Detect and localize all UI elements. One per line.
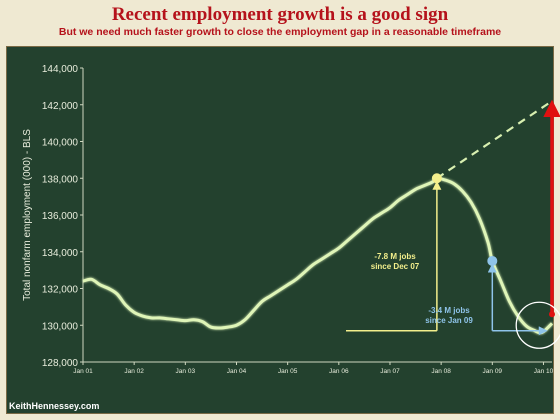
- annotation-peak-line1: -7.8 M jobs: [374, 252, 416, 261]
- annotation-jan09-line2: since Jan 09: [425, 316, 473, 325]
- site-watermark: KeithHennessey.com: [9, 401, 100, 411]
- y-tick-label: 142,000: [42, 101, 79, 112]
- annotation-peak-line2: since Dec 07: [371, 262, 420, 271]
- x-tick-label: Jan 06: [329, 368, 349, 375]
- y-axis-label: Total nonfarm employment (000) - BLS: [22, 129, 33, 301]
- y-tick-label: 144,000: [42, 64, 79, 75]
- employment-series-line: [82, 176, 554, 335]
- x-tick-label: Jan 01: [73, 368, 93, 375]
- y-tick-label: 128,000: [42, 358, 79, 369]
- chalkboard-background: [6, 46, 554, 414]
- y-tick-label: 140,000: [42, 138, 79, 149]
- y-tick-label: 132,000: [42, 285, 79, 296]
- jan09-marker: [487, 255, 498, 266]
- chart-title: Recent employment growth is a good sign: [111, 4, 449, 25]
- y-tick-label: 138,000: [42, 174, 79, 185]
- x-tick-label: Jan 09: [483, 368, 503, 375]
- trend-line: [436, 100, 553, 180]
- x-tick-label: Jan 02: [124, 368, 144, 375]
- x-tick-label: Jan 07: [380, 368, 400, 375]
- x-tick-label: Jan 04: [227, 368, 247, 375]
- peak-marker: [431, 173, 442, 184]
- x-tick-labels: Jan 01 Jan 02 Jan 03 Jan 04 Jan 05 Jan 06 Jan …: [73, 362, 554, 375]
- x-tick-label: Jan 03: [176, 368, 196, 375]
- y-tick-label: 130,000: [42, 321, 79, 332]
- x-tick-label: Jan 08: [431, 368, 451, 375]
- y-tick-label: 134,000: [42, 248, 79, 259]
- annotation-jan09-line1: -3.4 M jobs: [428, 306, 470, 315]
- x-tick-label: Jan 10: [534, 368, 554, 375]
- recent-growth-circle: [515, 301, 560, 349]
- y-tick-label: 136,000: [42, 211, 79, 222]
- y-tick-labels: 128,000 130,000 132,000 134,000 136,000 138,0…: [42, 64, 83, 369]
- gap-start-dot: [549, 311, 555, 318]
- chart-subtitle: But we need much faster growth to close …: [58, 26, 502, 38]
- x-tick-label: Jan 05: [278, 368, 298, 375]
